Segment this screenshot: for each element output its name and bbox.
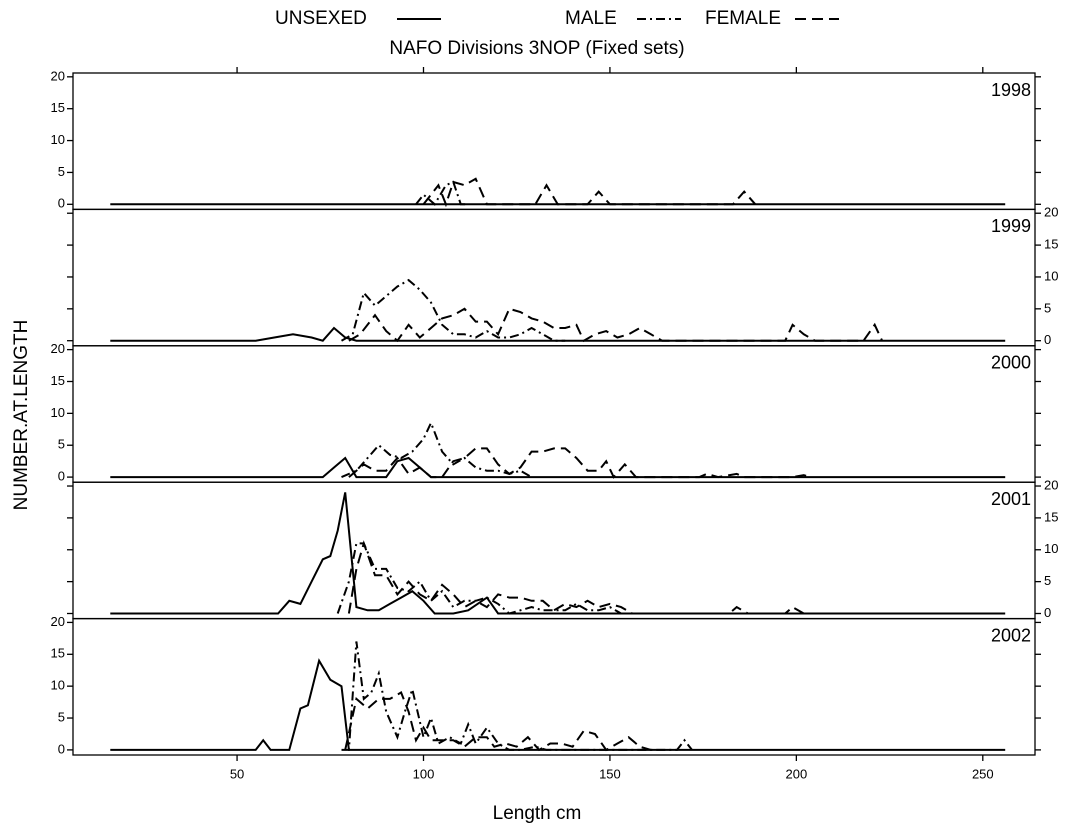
panel-frame [72, 481, 1036, 620]
panel-frame [72, 72, 1036, 211]
data-line [415, 180, 469, 206]
data-line [110, 658, 1006, 751]
data-line [110, 326, 1006, 342]
panel-label: 2001 [991, 489, 1031, 509]
x-tick-label: 200 [786, 766, 808, 781]
panel-label: 2000 [991, 353, 1031, 373]
y-tick-label: 20 [51, 68, 65, 83]
y-tick-label: 0 [1044, 332, 1051, 347]
legend-label: MALE [565, 8, 617, 29]
y-tick-label: 0 [1044, 605, 1051, 620]
panel-label: 2002 [991, 625, 1031, 645]
y-tick-label: 15 [51, 100, 65, 115]
y-tick-label: 10 [1044, 268, 1058, 283]
y-tick-label: 5 [58, 437, 65, 452]
y-tick-label: 15 [51, 646, 65, 661]
data-line [341, 278, 566, 342]
x-axis-label: Length cm [493, 803, 582, 824]
x-tick-label: 150 [599, 766, 621, 781]
y-tick-label: 0 [58, 741, 65, 756]
data-line [422, 177, 757, 208]
x-tick-label: 100 [413, 766, 435, 781]
panel-frame [72, 345, 1036, 483]
y-tick-label: 10 [51, 132, 65, 147]
data-line [344, 691, 652, 752]
y-tick-label: 15 [51, 373, 65, 388]
y-tick-label: 20 [51, 341, 65, 356]
panel-label: 1998 [991, 80, 1031, 100]
data-line [341, 641, 693, 751]
y-tick-label: 20 [1044, 477, 1058, 492]
chart-title: NAFO Divisions 3NOP (Fixed sets) [389, 38, 684, 59]
y-tick-label: 5 [1044, 300, 1051, 315]
x-tick-label: 50 [230, 766, 244, 781]
y-tick-label: 5 [58, 709, 65, 724]
legend-label: UNSEXED [275, 8, 367, 29]
x-tick-label: 250 [972, 766, 994, 781]
panel-frame [72, 208, 1036, 347]
data-line [341, 420, 533, 479]
data-line [110, 492, 1006, 615]
y-tick-label: 5 [58, 164, 65, 179]
data-line [348, 307, 884, 343]
panel-frame [72, 617, 1036, 756]
data-line [110, 456, 1006, 479]
data-line [347, 540, 805, 615]
y-tick-label: 10 [51, 405, 65, 420]
y-tick-label: 10 [1044, 541, 1058, 556]
y-tick-label: 5 [1044, 573, 1051, 588]
data-line [336, 542, 622, 615]
y-tick-label: 10 [51, 678, 65, 693]
y-tick-label: 0 [58, 469, 65, 484]
y-tick-label: 0 [58, 196, 65, 211]
y-tick-label: 20 [1044, 205, 1058, 220]
data-line [348, 447, 812, 479]
y-axis-label: NUMBER.AT.LENGTH [11, 320, 32, 511]
legend-label: FEMALE [705, 8, 781, 29]
y-tick-label: 15 [1044, 237, 1058, 252]
y-tick-label: 20 [51, 614, 65, 629]
panel-label: 1999 [991, 216, 1031, 236]
y-tick-label: 15 [1044, 509, 1058, 524]
